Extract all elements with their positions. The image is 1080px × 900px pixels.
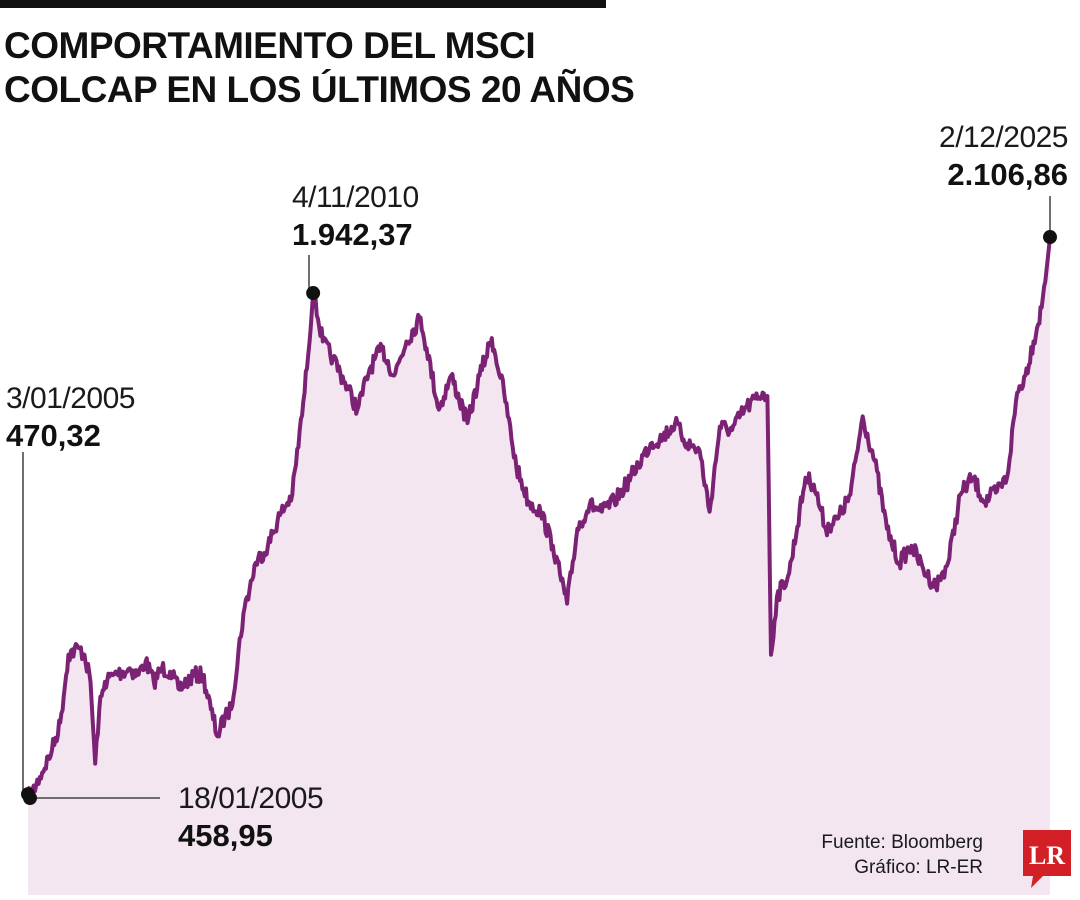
top-rule xyxy=(0,0,606,8)
annotation-dot xyxy=(306,286,321,301)
annotation-value-label: 2.106,86 xyxy=(947,157,1068,192)
logo-badge xyxy=(1023,830,1071,888)
annotation-date-label: 18/01/2005 xyxy=(178,782,323,815)
area-fill xyxy=(28,237,1050,895)
annotation-date-label: 3/01/2005 xyxy=(6,382,135,415)
source-note: Fuente: Bloomberg Gráfico: LR-ER xyxy=(821,830,983,880)
annotation-value-label: 470,32 xyxy=(6,418,101,453)
series-line xyxy=(26,236,1052,805)
lr-logo: LR xyxy=(1023,830,1071,888)
credit-text: Gráfico: LR-ER xyxy=(854,857,983,878)
annotation-dot xyxy=(23,791,38,806)
source-text: Fuente: Bloomberg xyxy=(821,832,983,853)
annotation-date-label: 4/11/2010 xyxy=(292,181,419,214)
chart-title: COMPORTAMIENTO DEL MSCI COLCAP EN LOS ÚL… xyxy=(4,25,635,110)
annotation-dot xyxy=(1043,230,1057,245)
annotation-value-label: 1.942,37 xyxy=(292,217,413,252)
annotation-date-label: 2/12/2025 xyxy=(939,121,1068,154)
logo-text: LR xyxy=(1029,841,1065,870)
annotation-value-label: 458,95 xyxy=(178,818,273,853)
